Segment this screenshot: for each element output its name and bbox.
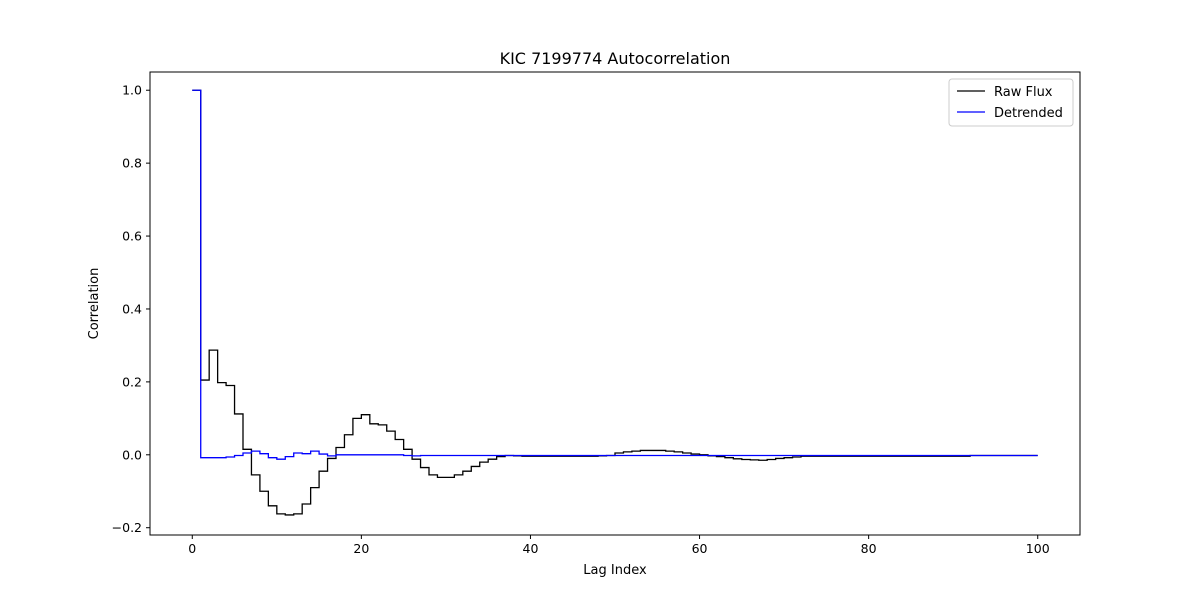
y-tick-label: 0.8 [122,156,142,171]
x-tick-label: 0 [188,541,196,556]
series-line-detrended [192,89,1038,460]
y-axis: −0.2 0.0 0.2 0.4 0.6 0.8 1.0 [112,83,150,535]
x-tick-label: 100 [1026,541,1050,556]
x-tick-label: 20 [353,541,369,556]
legend-label-detrended: Detrended [994,106,1063,121]
y-tick-label: 1.0 [122,83,142,98]
plot-area [149,71,1081,536]
x-tick-label: 40 [523,541,539,556]
series-line-raw-flux [192,89,1038,516]
y-tick-label: 0.0 [122,447,142,462]
x-tick-label: 80 [861,541,877,556]
y-tick-label: 0.6 [122,229,142,244]
y-tick-label: −0.2 [112,520,142,535]
x-axis: 0 20 40 60 80 100 [188,535,1050,556]
y-tick-label: 0.2 [122,374,142,389]
legend-label-raw-flux: Raw Flux [994,85,1053,100]
legend: Raw Flux Detrended [948,78,1074,127]
y-axis-label: Correlation [87,268,102,340]
plot-frame [149,71,1081,536]
x-tick-label: 60 [692,541,708,556]
x-axis-label: Lag Index [583,563,647,578]
y-tick-label: 0.4 [122,301,142,316]
chart-title: KIC 7199774 Autocorrelation [500,49,731,68]
series-layer [192,89,1038,516]
